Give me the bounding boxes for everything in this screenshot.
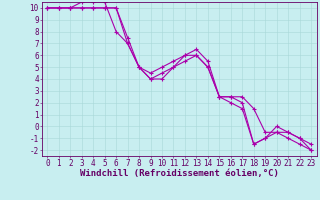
X-axis label: Windchill (Refroidissement éolien,°C): Windchill (Refroidissement éolien,°C) — [80, 169, 279, 178]
